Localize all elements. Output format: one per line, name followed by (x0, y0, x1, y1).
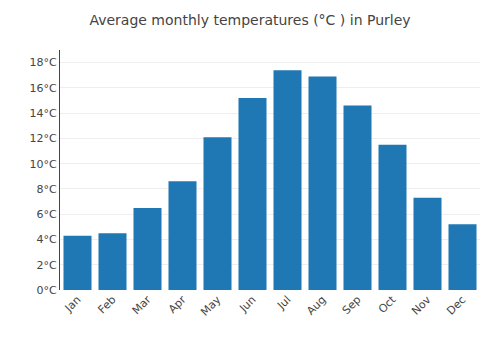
svg-text:May: May (198, 293, 224, 319)
svg-text:14°C: 14°C (30, 107, 57, 120)
svg-text:Mar: Mar (130, 293, 154, 317)
svg-text:Average monthly temperatures (: Average monthly temperatures (°C ) in Pu… (89, 12, 410, 28)
svg-text:6°C: 6°C (37, 208, 57, 221)
svg-text:Sep: Sep (340, 293, 364, 317)
svg-text:12°C: 12°C (30, 132, 57, 145)
svg-text:Apr: Apr (166, 293, 189, 316)
svg-text:Nov: Nov (409, 293, 434, 318)
svg-text:10°C: 10°C (30, 158, 57, 171)
svg-text:18°C: 18°C (30, 56, 57, 69)
svg-text:4°C: 4°C (37, 233, 57, 246)
svg-text:Jan: Jan (62, 293, 84, 315)
svg-text:Jun: Jun (236, 293, 258, 315)
svg-text:Aug: Aug (304, 293, 328, 317)
svg-text:Jul: Jul (274, 293, 293, 312)
svg-text:Dec: Dec (444, 293, 468, 317)
svg-text:8°C: 8°C (37, 183, 57, 196)
svg-text:0°C: 0°C (37, 284, 57, 297)
svg-text:2°C: 2°C (37, 259, 57, 272)
svg-text:Feb: Feb (96, 293, 119, 316)
svg-text:16°C: 16°C (30, 82, 57, 95)
svg-text:Oct: Oct (376, 293, 399, 316)
